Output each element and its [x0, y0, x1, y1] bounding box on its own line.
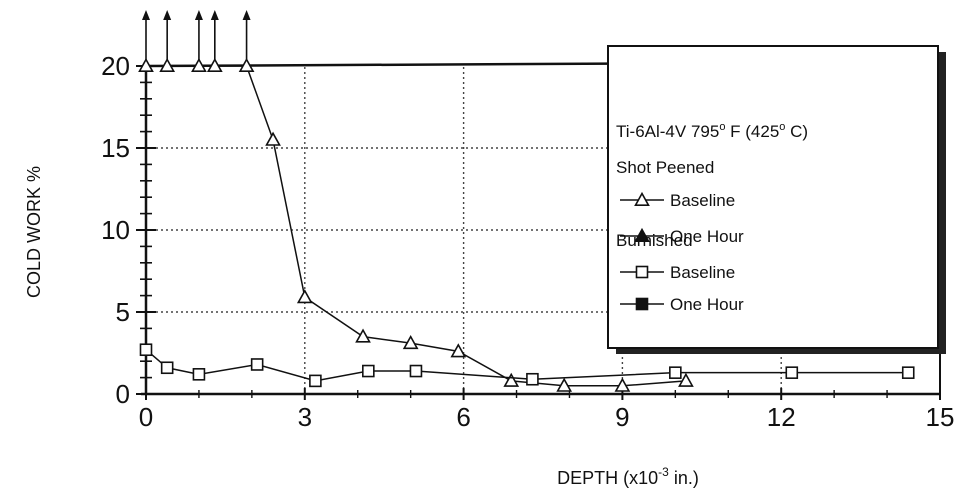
legend-entry-3: One Hour [620, 295, 744, 314]
data-point [206, 57, 223, 72]
x-axis-label-main: DEPTH (x10 [557, 468, 658, 488]
data-point [159, 57, 176, 72]
legend-marker [635, 297, 649, 311]
y-axis-label: COLD WORK % [24, 166, 44, 298]
x-axis-ticks: 0 3 6 9 12 15 [139, 388, 955, 432]
data-point [191, 57, 207, 72]
x-tick-label: 9 [615, 402, 629, 432]
legend-label: One Hour [670, 227, 744, 246]
data-point [355, 328, 371, 343]
data-point [901, 366, 915, 379]
x-axis-label-exponent: -3 [658, 465, 669, 479]
data-point [669, 366, 682, 379]
data-point [296, 289, 313, 304]
legend-label: Baseline [670, 191, 735, 210]
data-point [409, 364, 423, 378]
data-point [265, 131, 281, 146]
series-0 [138, 10, 694, 392]
data-point [250, 358, 264, 371]
y-axis-ticks: 0 5 10 15 20 [101, 51, 156, 409]
legend-marker [635, 265, 649, 279]
legend-entry-2: Baseline [620, 263, 735, 282]
data-point [526, 372, 539, 386]
x-tick-label: 3 [298, 402, 312, 432]
legend-entries: Baseline One Hour Baseline One Hour [620, 191, 744, 314]
y-tick-label: 5 [116, 297, 130, 327]
off-scale-arrow-head [163, 10, 172, 20]
x-tick-label: 6 [456, 402, 470, 432]
x-axis-label: DEPTH (x10-3 in.) [557, 465, 699, 488]
x-tick-label: 15 [926, 402, 955, 432]
off-scale-arrow-head [210, 10, 219, 20]
y-tick-label: 15 [101, 133, 130, 163]
data-point [785, 366, 799, 379]
data-point [139, 343, 153, 357]
legend-label: One Hour [670, 295, 744, 314]
y-tick-label: 10 [101, 215, 130, 245]
data-point [678, 372, 694, 387]
off-scale-arrow-head [242, 10, 251, 20]
legend-box [607, 45, 939, 349]
legend-entry-0: Baseline [620, 191, 735, 210]
y-tick-label: 20 [101, 51, 130, 81]
off-scale-arrow-head [194, 10, 203, 20]
legend-group-shot-peened: Shot Peened [616, 158, 714, 177]
data-point [614, 377, 631, 392]
legend-marker [634, 227, 650, 242]
legend-marker [634, 191, 650, 206]
y-tick-label: 0 [116, 379, 130, 409]
data-point [503, 372, 520, 387]
x-tick-label: 0 [139, 402, 153, 432]
data-point [309, 374, 322, 388]
legend-title: Ti-6Al-4V 795o F (425o C) [616, 121, 808, 141]
data-point [450, 343, 467, 358]
data-point [556, 377, 573, 392]
data-series [138, 10, 915, 392]
x-tick-label: 12 [767, 402, 796, 432]
data-point [138, 57, 154, 72]
legend-entry-1: One Hour [620, 227, 744, 246]
series-2 [139, 343, 915, 388]
legend-label: Baseline [670, 263, 735, 282]
legend: Ti-6Al-4V 795o F (425o C) Shot Peened Ba… [607, 45, 946, 354]
x-axis-label-unit: in.) [669, 468, 699, 488]
data-point [362, 364, 375, 378]
data-point [160, 361, 174, 375]
data-point [238, 57, 255, 72]
data-point [402, 335, 419, 350]
series-line [146, 65, 686, 387]
data-point [192, 368, 206, 381]
off-scale-arrow-head [142, 10, 150, 20]
legend-group-burnished: Burnished [616, 231, 693, 250]
